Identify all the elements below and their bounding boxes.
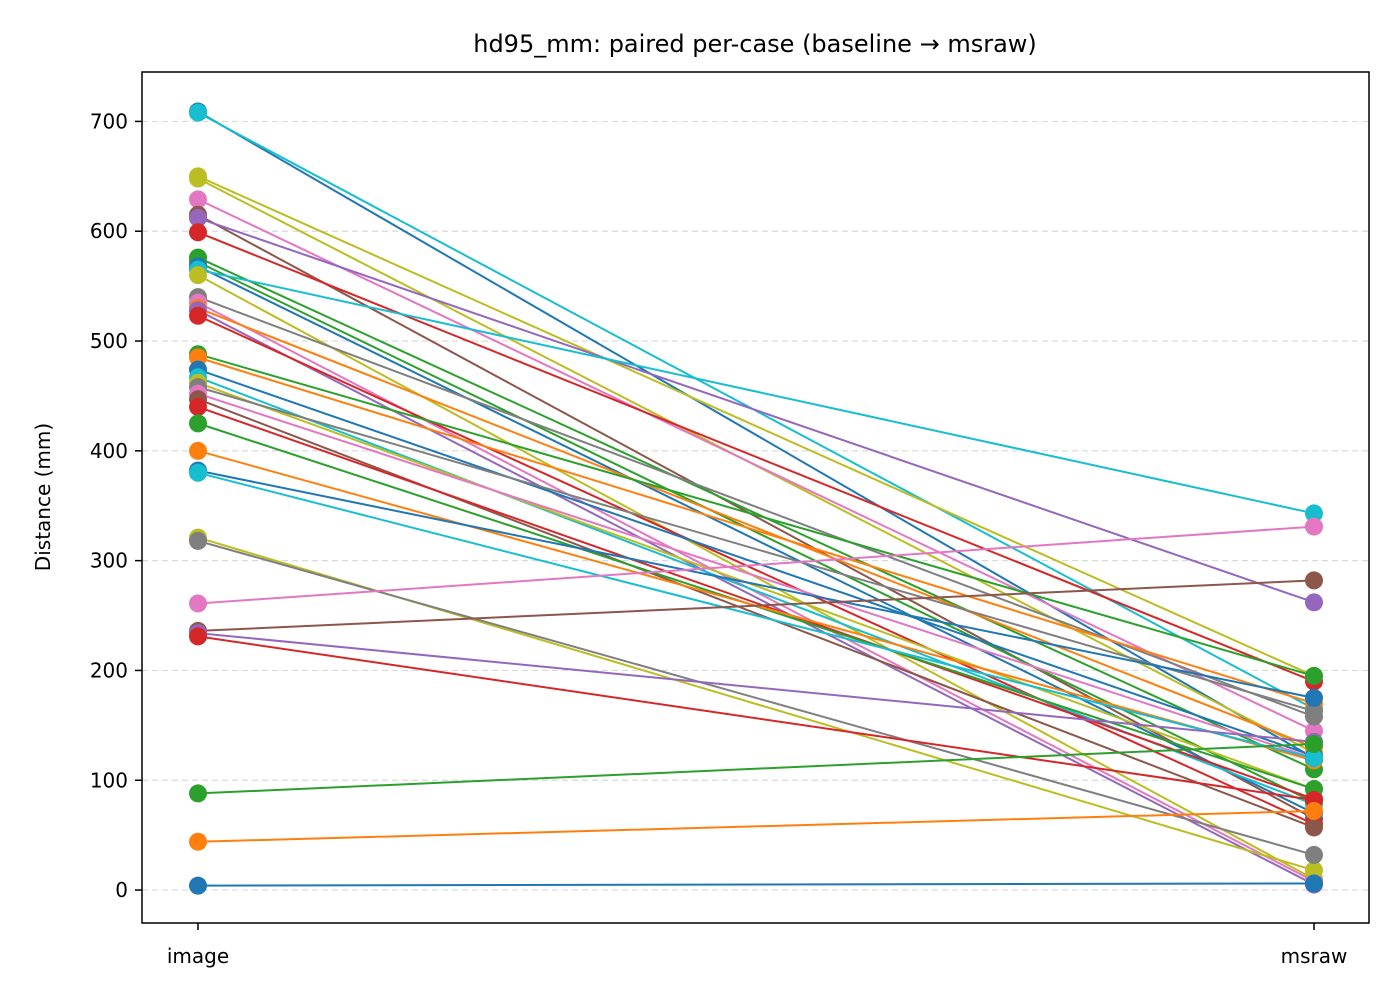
series-line xyxy=(197,398,1315,829)
series-points xyxy=(189,102,1323,895)
y-axis-label: Distance (mm) xyxy=(31,423,55,571)
series-line xyxy=(197,579,1315,632)
data-point xyxy=(1305,504,1323,523)
series-line xyxy=(197,635,1315,802)
series-line xyxy=(197,231,1315,683)
data-point xyxy=(1305,874,1323,893)
series-line xyxy=(197,381,1315,790)
x-axis: image msraw xyxy=(167,923,1348,968)
chart-title: hd95_mm: paired per-case (baseline → msr… xyxy=(473,30,1037,58)
y-tick-label: 600 xyxy=(90,219,128,243)
series-line xyxy=(197,405,1315,800)
data-point xyxy=(189,876,207,895)
y-tick-label: 200 xyxy=(90,658,128,682)
series-line xyxy=(197,525,1315,605)
series-line xyxy=(197,368,1315,758)
series-line xyxy=(197,353,1315,677)
series-line xyxy=(197,110,1315,760)
series-line xyxy=(197,213,1315,820)
data-point xyxy=(189,441,207,460)
data-point xyxy=(1305,593,1323,612)
series-line xyxy=(197,743,1315,795)
data-point xyxy=(189,223,207,242)
data-point xyxy=(189,169,207,188)
data-point xyxy=(189,463,207,482)
series-line xyxy=(197,392,1315,760)
data-point xyxy=(1305,688,1323,707)
data-point xyxy=(1305,749,1323,768)
data-point xyxy=(189,531,207,550)
x-tick-label: msraw xyxy=(1281,944,1348,968)
series-line xyxy=(197,539,1315,856)
y-tick-label: 500 xyxy=(90,329,128,353)
series-line xyxy=(197,268,1315,515)
data-point xyxy=(1305,861,1323,880)
series-line xyxy=(197,307,1315,749)
data-point xyxy=(189,397,207,416)
series-line xyxy=(197,386,1315,713)
x-tick-label: image xyxy=(167,944,229,968)
y-tick-label: 100 xyxy=(90,768,128,792)
series-line xyxy=(197,632,1315,743)
plot-frame xyxy=(141,71,1370,924)
series-line xyxy=(197,471,1315,760)
y-axis: 0 100 200 300 400 500 600 700 xyxy=(90,109,142,902)
series-line xyxy=(197,356,1315,705)
data-point xyxy=(1305,818,1323,837)
y-tick-label: 0 xyxy=(115,878,128,902)
data-point xyxy=(189,784,207,803)
data-point xyxy=(189,627,207,646)
data-point xyxy=(1305,845,1323,864)
data-point xyxy=(189,190,207,209)
y-tick-label: 700 xyxy=(90,109,128,133)
data-point xyxy=(1305,702,1323,721)
data-point xyxy=(1305,571,1323,590)
data-point xyxy=(1305,801,1323,820)
series-line xyxy=(197,309,1315,886)
series-line xyxy=(197,198,1315,732)
series-line xyxy=(197,301,1315,883)
data-point xyxy=(189,103,207,122)
y-tick-label: 300 xyxy=(90,549,128,573)
series-line xyxy=(197,882,1315,887)
series-lines xyxy=(197,110,1315,887)
series-line xyxy=(197,469,1315,699)
series-line xyxy=(197,217,1315,604)
data-point xyxy=(1305,666,1323,685)
data-point xyxy=(189,414,207,433)
series-line xyxy=(197,256,1315,771)
data-point xyxy=(189,209,207,228)
series-line xyxy=(197,274,1315,880)
series-line xyxy=(197,809,1315,843)
series-line xyxy=(197,314,1315,826)
data-point xyxy=(189,306,207,325)
series-line xyxy=(197,175,1315,677)
data-point xyxy=(1305,735,1323,754)
series-line xyxy=(197,261,1315,804)
y-tick-label: 400 xyxy=(90,439,128,463)
data-point xyxy=(189,266,207,285)
data-point xyxy=(189,832,207,851)
gridlines xyxy=(142,120,1369,891)
data-point xyxy=(189,594,207,613)
data-point xyxy=(1305,517,1323,536)
